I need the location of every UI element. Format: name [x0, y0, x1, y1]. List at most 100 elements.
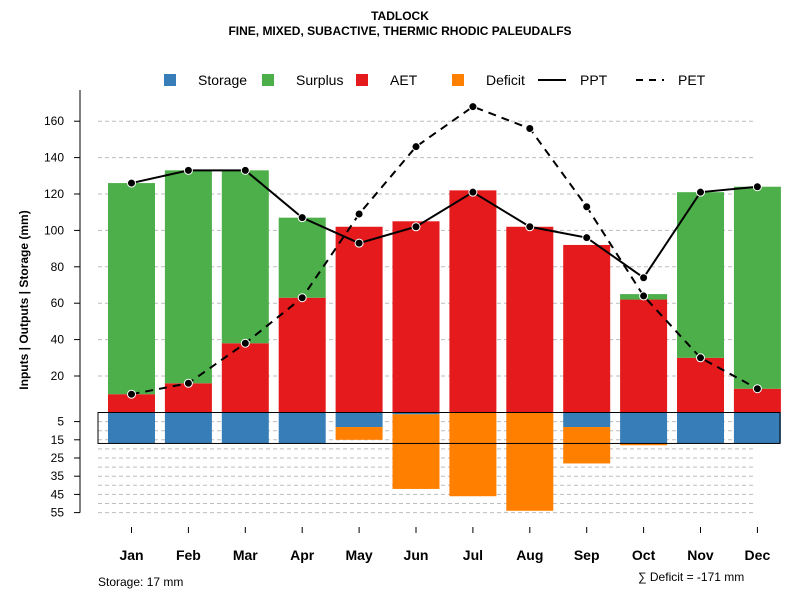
bar-aet-aug [506, 226, 554, 413]
legend-swatch-deficit [452, 74, 464, 86]
bar-surplus-jan [108, 183, 155, 395]
y-tick-label-lower: 55 [51, 506, 65, 520]
bar-aet-may [335, 226, 383, 413]
bar-surplus-feb [164, 170, 212, 384]
x-tick-label-jan: Jan [119, 547, 143, 563]
x-tick-label-may: May [345, 547, 372, 563]
bar-aet-jul [449, 190, 497, 413]
point-ppt-aug [525, 222, 535, 232]
point-ppt-apr [297, 213, 307, 223]
point-pet-apr [297, 293, 307, 303]
y-tick-label-lower: 15 [51, 433, 65, 447]
y-tick-label-upper: 20 [51, 369, 65, 383]
bar-aet-apr [278, 297, 326, 413]
point-pet-feb [183, 378, 193, 388]
legend-label-surplus: Surplus [296, 72, 343, 88]
chart-subtitle: FINE, MIXED, SUBACTIVE, THERMIC RHODIC P… [228, 24, 572, 38]
point-pet-mar [240, 338, 250, 348]
bar-surplus-apr [278, 217, 326, 298]
legend-label-ppt: PPT [580, 72, 608, 88]
bar-deficit-aug [506, 412, 554, 511]
bar-aet-oct [620, 299, 668, 413]
bar-storage-jun [392, 412, 440, 415]
point-ppt-jun [411, 222, 421, 232]
storage-capacity-box [97, 412, 781, 444]
bar-aet-jun [392, 221, 440, 413]
point-ppt-feb [183, 165, 193, 175]
bar-aet-mar [221, 343, 269, 413]
y-tick-label-upper: 120 [44, 187, 64, 201]
legend-swatch-aet [356, 74, 368, 86]
x-tick-label-apr: Apr [290, 547, 315, 563]
y-tick-label-lower: 5 [57, 415, 64, 429]
point-pet-aug [525, 123, 535, 133]
bar-deficit-sep [563, 427, 611, 464]
bar-aet-feb [164, 383, 212, 413]
point-ppt-nov [696, 187, 705, 197]
x-tick-label-jun: Jun [404, 547, 429, 563]
point-ppt-oct [639, 273, 649, 283]
bar-deficit-jun [392, 414, 440, 489]
x-tick-label-sep: Sep [574, 547, 600, 563]
bar-storage-nov [677, 412, 724, 444]
y-tick-label-lower: 45 [51, 487, 65, 501]
y-tick-label-upper: 80 [51, 260, 65, 274]
legend-label-storage: Storage [198, 72, 247, 88]
x-tick-label-nov: Nov [687, 547, 714, 563]
bar-storage-dec [733, 412, 781, 444]
bar-deficit-may [335, 427, 383, 440]
series-line-ppt [131, 169, 758, 280]
storage-note: Storage: 17 mm [98, 575, 184, 589]
bar-surplus-nov [677, 192, 724, 358]
point-ppt-dec [752, 182, 762, 192]
bar-storage-mar [221, 412, 269, 444]
bar-aet-dec [733, 388, 781, 413]
point-pet-dec [752, 384, 762, 394]
y-tick-label-upper: 100 [44, 223, 64, 237]
bar-deficit-oct [620, 443, 668, 446]
x-tick-label-dec: Dec [745, 547, 771, 563]
y-tick-label-lower: 35 [51, 469, 65, 483]
y-tick-label-upper: 160 [44, 114, 64, 128]
point-pet-may [354, 209, 364, 219]
y-tick-label-upper: 140 [44, 151, 64, 165]
y-tick-label-upper: 40 [51, 333, 65, 347]
x-tick-label-mar: Mar [233, 547, 258, 563]
point-pet-sep [582, 202, 592, 212]
bar-aet-nov [677, 357, 724, 413]
y-tick-label-upper: 60 [51, 296, 65, 310]
bar-storage-sep [563, 412, 611, 428]
bar-deficit-jul [449, 412, 497, 497]
x-tick-label-jul: Jul [463, 547, 483, 563]
y-tick-label-lower: 25 [51, 451, 65, 465]
point-pet-jan [127, 389, 136, 399]
point-pet-jun [411, 142, 421, 152]
bar-aet-jan [108, 394, 155, 413]
x-tick-label-oct: Oct [632, 547, 656, 563]
bar-aet-sep [563, 244, 611, 413]
x-tick-label-aug: Aug [516, 547, 543, 563]
point-ppt-sep [582, 233, 592, 243]
legend-swatch-storage [164, 74, 176, 86]
legend-swatch-surplus [262, 74, 274, 86]
legend-label-deficit: Deficit [486, 72, 525, 88]
bar-surplus-dec [733, 186, 781, 389]
legend-label-aet: AET [390, 72, 418, 88]
legend-label-pet: PET [678, 72, 706, 88]
point-ppt-may [354, 238, 364, 248]
x-tick-label-feb: Feb [176, 547, 201, 563]
point-pet-oct [639, 291, 649, 301]
y-axis-label: Inputs | Outputs | Storage (mm) [17, 210, 31, 389]
point-pet-jul [468, 102, 478, 112]
bar-storage-jan [108, 412, 155, 444]
point-ppt-mar [240, 165, 250, 175]
bar-storage-feb [164, 412, 212, 444]
bar-storage-oct [620, 412, 668, 444]
bar-storage-may [335, 412, 383, 428]
series-line-pet [131, 105, 758, 396]
deficit-note: ∑ Deficit = -171 mm [638, 570, 745, 584]
point-ppt-jul [468, 187, 478, 197]
point-ppt-jan [127, 178, 136, 188]
